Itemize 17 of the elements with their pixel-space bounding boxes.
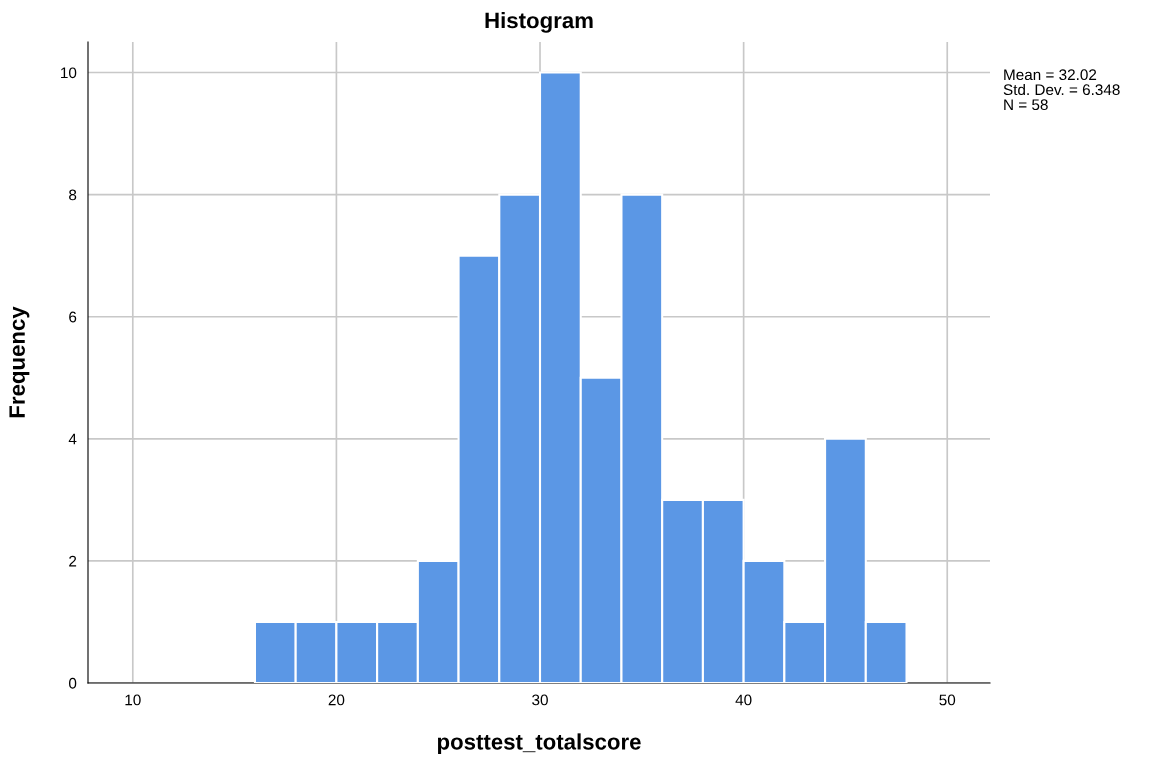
x-tick-label: 30 [532,694,548,706]
y-tick-label: 4 [68,433,77,445]
text: N = 58 [1004,99,1048,111]
y-axis-title: Frequency [9,306,30,418]
chart-title: Histogram [485,12,593,33]
text: Std. Dev. = 6.348 [1003,83,1120,96]
y-tick-label: 10 [61,67,77,79]
y-tick-label: 8 [69,189,77,201]
x-tick-label: 40 [735,694,752,706]
text: Mean = 32.02 [1004,69,1097,81]
y-tick-label: 2 [69,555,77,567]
y-tick-label: 0 [68,677,77,689]
x-tick-label: 20 [328,694,345,706]
x-tick-label: 50 [939,694,956,706]
x-tick-label: 10 [125,694,141,706]
y-tick-label: 6 [69,311,77,323]
x-axis-title: posttest_totalscore [437,733,641,755]
